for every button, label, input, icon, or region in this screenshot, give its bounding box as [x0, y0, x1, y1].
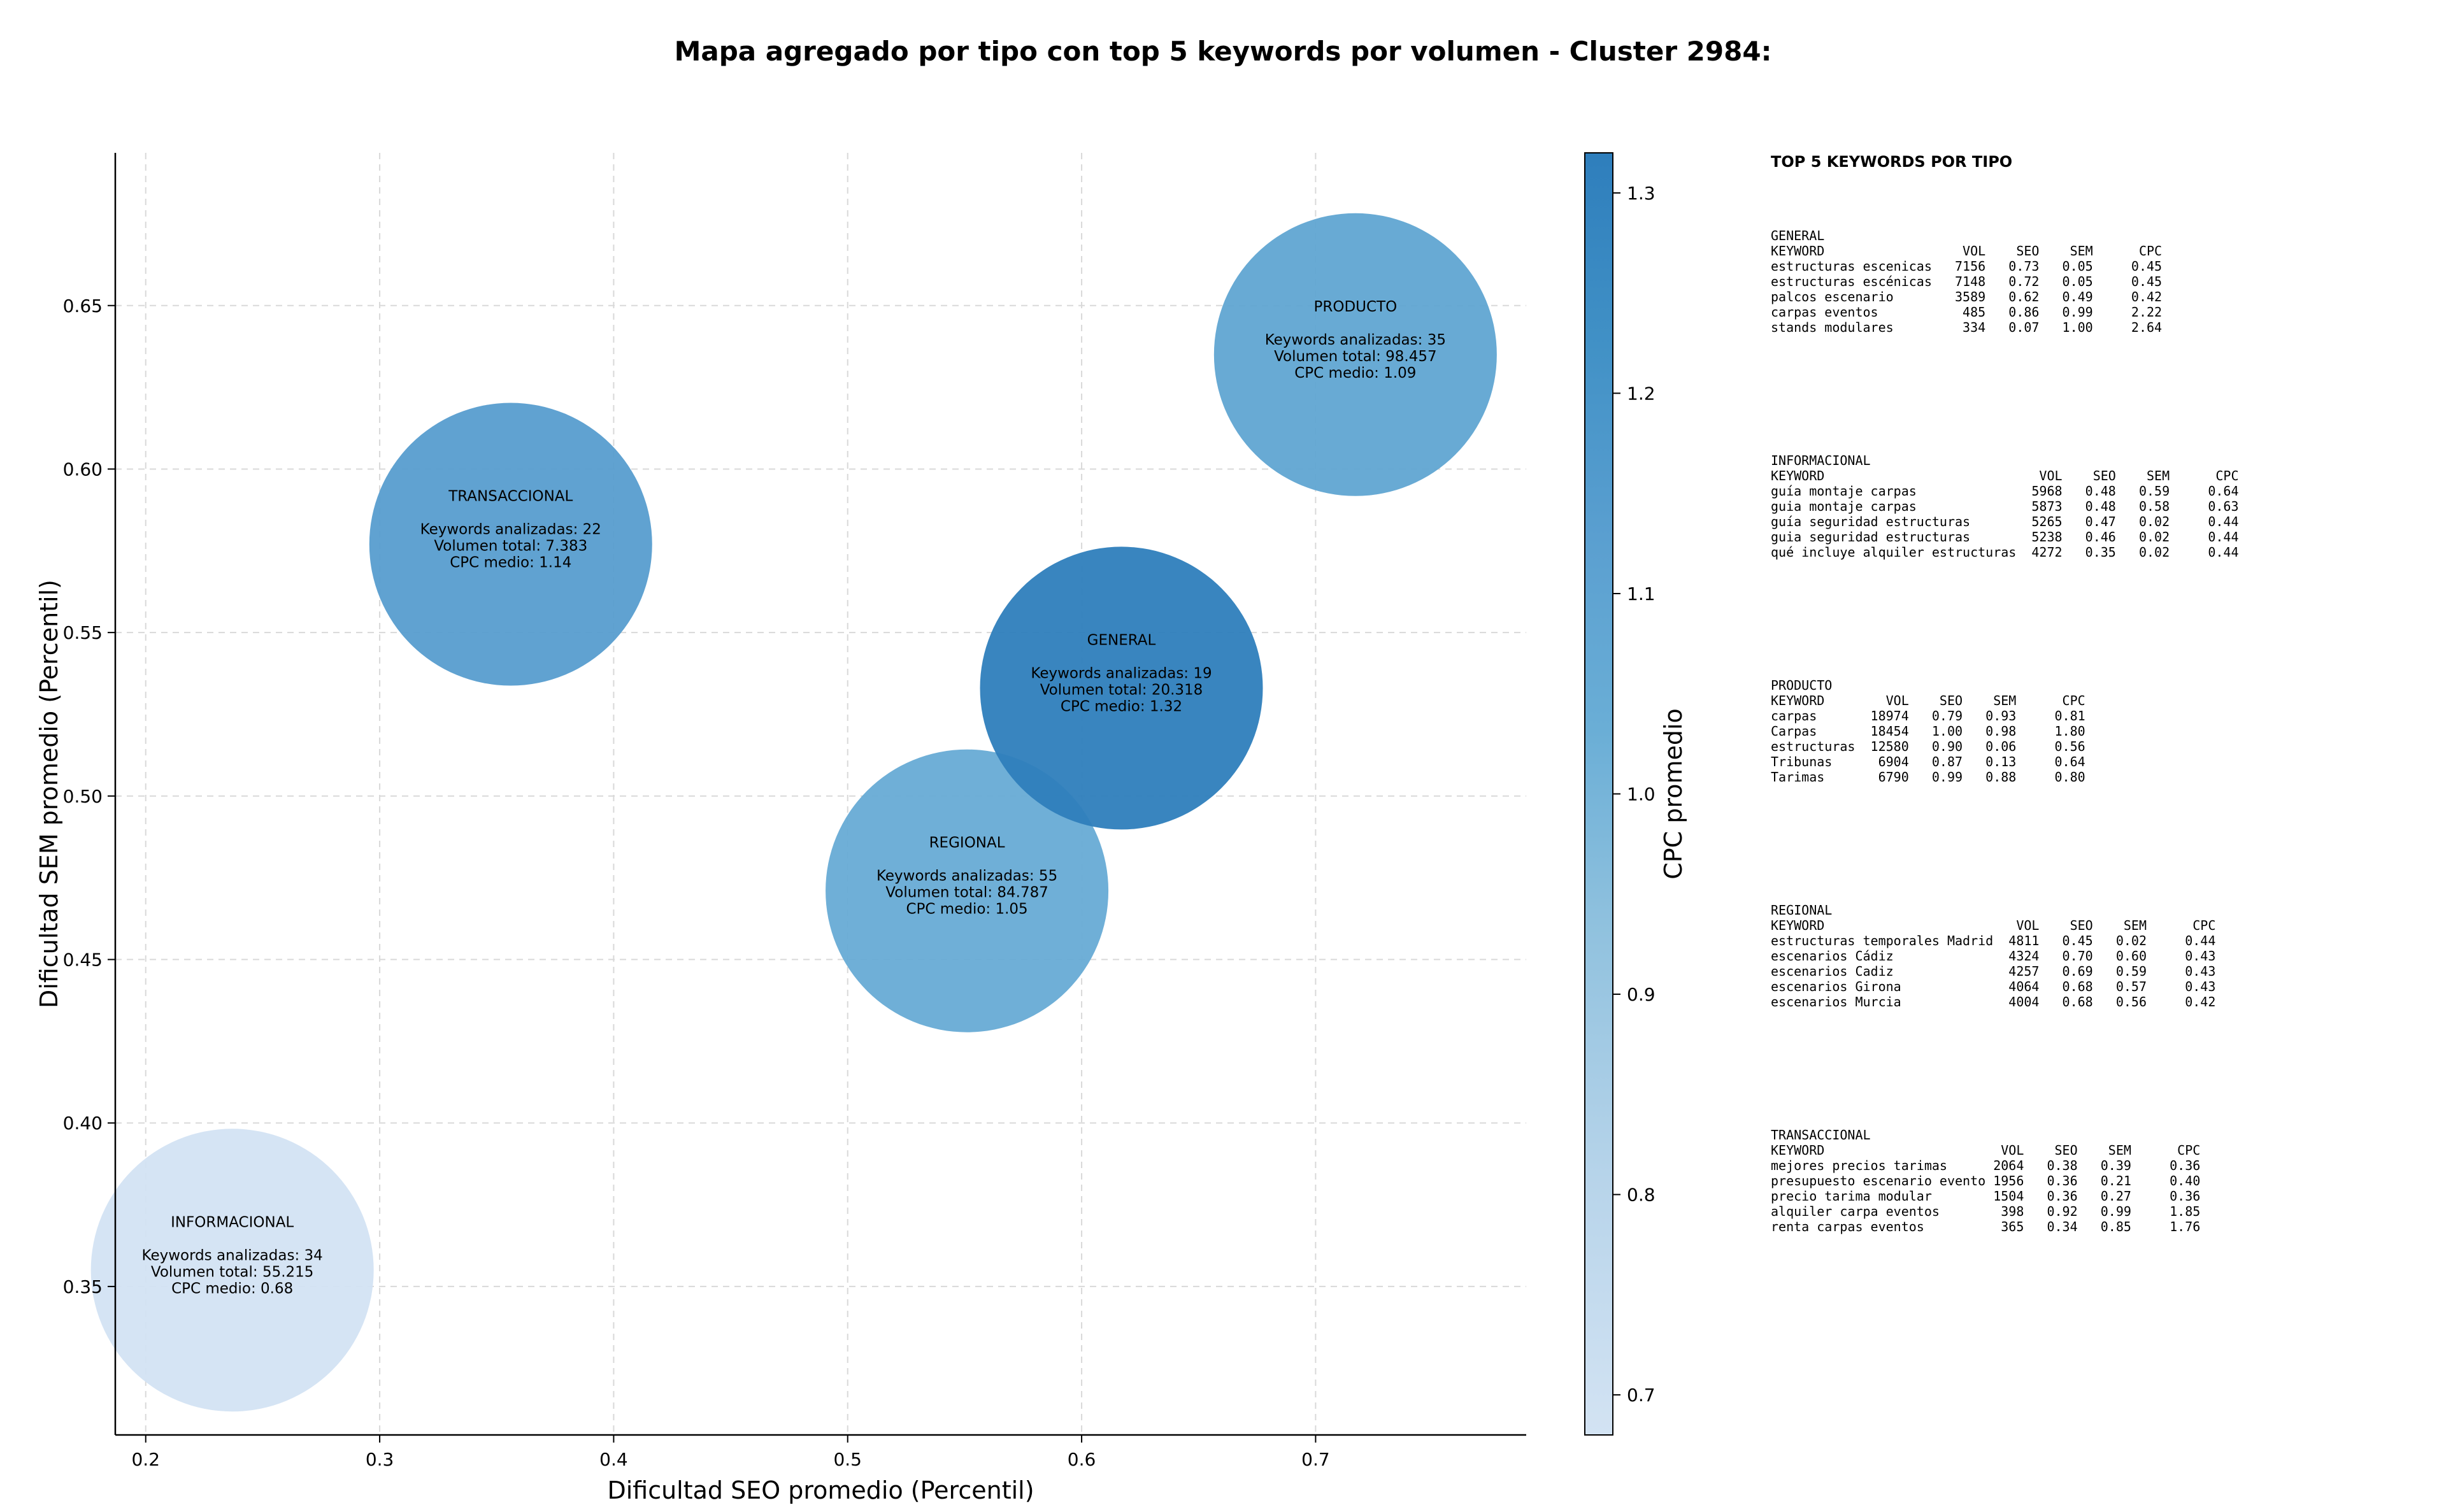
- bubble-general: [980, 546, 1263, 830]
- table-row: palcos escenario 3589 0.62 0.49 0.42: [1771, 289, 2162, 304]
- bubble-label: Volumen total: 55.215: [151, 1264, 314, 1280]
- colorbar-tick-label: 1.1: [1627, 583, 1656, 604]
- table-row: renta carpas eventos 365 0.34 0.85 1.76: [1771, 1219, 2200, 1234]
- table-row: alquiler carpa eventos 398 0.92 0.99 1.8…: [1771, 1204, 2200, 1219]
- colorbar: 0.7 0.8 0.9 1.0 1.1 1.2 1.3 CPC promedio: [1584, 152, 1687, 1436]
- bubble-label: INFORMACIONAL: [171, 1214, 294, 1230]
- x-tick-label: 0.7: [1301, 1449, 1330, 1470]
- table-row: estructuras escénicas 7148 0.72 0.05 0.4…: [1771, 274, 2162, 289]
- bubble-label: Keywords analizadas: 22: [420, 522, 601, 538]
- bubble-label: PRODUCTO: [1313, 299, 1397, 315]
- colorbar-label: CPC promedio: [1659, 708, 1687, 880]
- table-row: Carpas 18454 1.00 0.98 1.80: [1771, 724, 2085, 739]
- colorbar-tick-label: 1.0: [1627, 784, 1656, 805]
- bubble-label: GENERAL: [1087, 632, 1156, 648]
- x-tick-label: 0.3: [366, 1449, 394, 1470]
- table-row: escenarios Cádiz 4324 0.70 0.60 0.43: [1771, 948, 2215, 964]
- table-row: presupuesto escenario evento 1956 0.36 0…: [1771, 1173, 2200, 1188]
- bubble-label: Volumen total: 7.383: [434, 538, 587, 555]
- table-row: stands modulares 334 0.07 1.00 2.64: [1771, 320, 2162, 335]
- table-row: guia seguridad estructuras 5238 0.46 0.0…: [1771, 529, 2239, 545]
- bubble-label: CPC medio: 0.68: [171, 1280, 293, 1297]
- table-header-row: KEYWORD VOL SEO SEM CPC: [1771, 693, 2085, 708]
- table-row: guia montaje carpas 5873 0.48 0.58 0.63: [1771, 499, 2239, 514]
- table-group-name: PRODUCTO: [1771, 678, 1832, 693]
- y-tick-label: 0.55: [63, 622, 103, 643]
- panel-heading: TOP 5 KEYWORDS POR TIPO: [1771, 153, 2012, 171]
- bubble-label: Volumen total: 84.787: [885, 885, 1048, 901]
- table-row: guía seguridad estructuras 5265 0.47 0.0…: [1771, 514, 2239, 529]
- table-row: carpas 18974 0.79 0.93 0.81: [1771, 708, 2085, 724]
- colorbar-tick-label: 0.7: [1627, 1385, 1656, 1406]
- table-row: carpas eventos 485 0.86 0.99 2.22: [1771, 304, 2162, 320]
- bubble-label: Keywords analizadas: 19: [1031, 665, 1212, 681]
- axes: 0.2 0.3 0.4 0.5 0.6 0.7 0.35 0.40 0.45 0.50 0.55 0.…: [35, 153, 1526, 1504]
- x-tick-label: 0.6: [1068, 1449, 1096, 1470]
- table-header-row: KEYWORD VOL SEO SEM CPC: [1771, 468, 2239, 483]
- y-tick-label: 0.50: [63, 786, 103, 807]
- bubble-label: Keywords analizadas: 34: [142, 1247, 323, 1264]
- x-axis-label: Dificultad SEO promedio (Percentil): [607, 1476, 1034, 1504]
- bubble-label: TRANSACCIONAL: [448, 489, 573, 505]
- colorbar-tick-label: 1.2: [1627, 383, 1656, 404]
- bubble-label: Keywords analizadas: 55: [876, 868, 1057, 885]
- table-row: mejores precios tarimas 2064 0.38 0.39 0…: [1771, 1158, 2200, 1173]
- table-header-row: KEYWORD VOL SEO SEM CPC: [1771, 1143, 2200, 1158]
- table-row: estructuras temporales Madrid 4811 0.45 …: [1771, 933, 2215, 948]
- table-group-name: INFORMACIONAL: [1771, 453, 1871, 468]
- table-row: escenarios Cadiz 4257 0.69 0.59 0.43: [1771, 964, 2215, 979]
- table-group-name: TRANSACCIONAL: [1771, 1127, 1871, 1143]
- table-group-name: GENERAL: [1771, 228, 1824, 243]
- bubble-label: CPC medio: 1.14: [450, 555, 571, 571]
- y-tick-label: 0.40: [63, 1113, 103, 1134]
- colorbar-tick-label: 0.9: [1627, 984, 1656, 1005]
- bubble-label: CPC medio: 1.32: [1061, 698, 1182, 715]
- x-tick-label: 0.5: [833, 1449, 862, 1470]
- y-tick-label: 0.45: [63, 950, 103, 971]
- bubble-informacional: [90, 1129, 374, 1412]
- table-row: escenarios Girona 4064 0.68 0.57 0.43: [1771, 979, 2215, 994]
- x-tick-label: 0.4: [599, 1449, 628, 1470]
- table-row: precio tarima modular 1504 0.36 0.27 0.3…: [1771, 1188, 2200, 1204]
- table-row: estructuras escenicas 7156 0.73 0.05 0.4…: [1771, 259, 2162, 274]
- bubble-label: Volumen total: 98.457: [1274, 348, 1437, 365]
- table-row: escenarios Murcia 4004 0.68 0.56 0.42: [1771, 994, 2215, 1009]
- bubble-label: REGIONAL: [929, 835, 1005, 852]
- chart-title: Mapa agregado por tipo con top 5 keyword…: [674, 36, 1772, 67]
- colorbar-gradient: [1584, 152, 1613, 1436]
- bubble-label: Keywords analizadas: 35: [1265, 332, 1446, 348]
- table-header-row: KEYWORD VOL SEO SEM CPC: [1771, 918, 2215, 933]
- table-row: Tarimas 6790 0.99 0.88 0.80: [1771, 769, 2085, 785]
- colorbar-tick-label: 1.3: [1627, 183, 1656, 204]
- table-row: guía montaje carpas 5968 0.48 0.59 0.64: [1771, 483, 2239, 499]
- y-axis-label: Dificultad SEM promedio (Percentil): [35, 580, 63, 1008]
- table-row: qué incluye alquiler estructuras 4272 0.…: [1771, 545, 2239, 560]
- table-group-name: REGIONAL: [1771, 902, 1832, 918]
- table-row: Tribunas 6904 0.87 0.13 0.64: [1771, 754, 2085, 769]
- y-tick-label: 0.65: [63, 296, 103, 317]
- bubble-label: CPC medio: 1.05: [906, 901, 1027, 918]
- bubble-transaccional: [369, 403, 652, 686]
- bubble-regional: [826, 749, 1109, 1032]
- bubble-label: Volumen total: 20.318: [1040, 681, 1203, 698]
- y-tick-label: 0.35: [63, 1276, 103, 1297]
- bubble-producto: [1213, 213, 1497, 496]
- x-tick-label: 0.2: [131, 1449, 160, 1470]
- table-row: estructuras 12580 0.90 0.06 0.56: [1771, 739, 2085, 754]
- table-header-row: KEYWORD VOL SEO SEM CPC: [1771, 243, 2162, 259]
- colorbar-tick-label: 0.8: [1627, 1185, 1656, 1206]
- y-tick-label: 0.60: [63, 459, 103, 480]
- bubble-label: CPC medio: 1.09: [1294, 365, 1416, 382]
